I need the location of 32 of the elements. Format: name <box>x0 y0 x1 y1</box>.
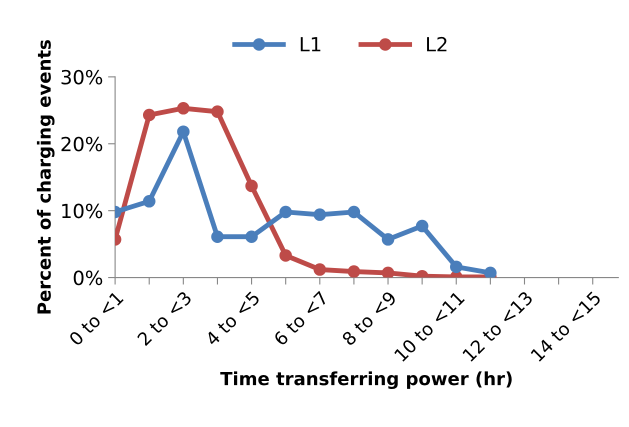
y-tick-label: 30% <box>62 70 102 85</box>
point <box>279 206 292 218</box>
point <box>142 195 156 208</box>
point <box>245 180 258 192</box>
point <box>177 102 190 115</box>
x-tick-label: 4 to <5 <box>204 290 260 346</box>
point <box>279 249 292 262</box>
point <box>211 230 224 243</box>
point <box>382 233 394 246</box>
y-axis-title: Percent of charging events <box>36 40 55 314</box>
x-tick-label: 0 to <1 <box>68 290 124 346</box>
point <box>348 206 360 218</box>
point <box>314 263 326 276</box>
point <box>177 125 190 138</box>
point <box>245 230 258 243</box>
point <box>382 266 394 278</box>
point <box>314 208 326 221</box>
y-tick-label: 10% <box>62 204 102 218</box>
point <box>450 260 463 274</box>
point <box>484 266 497 278</box>
point <box>416 220 428 232</box>
x-tick-label: 6 to <7 <box>273 290 329 346</box>
point <box>142 108 156 122</box>
y-tick-label: 20% <box>62 136 102 152</box>
legend-label: L1 <box>300 37 320 52</box>
x-axis-title: Time transferring power (hr) <box>220 371 512 390</box>
x-tick-label: 8 to <9 <box>341 290 398 346</box>
legend-label: L2 <box>427 36 446 52</box>
y-tick-label: 0% <box>74 270 102 286</box>
point <box>348 265 360 278</box>
point <box>211 105 224 118</box>
x-tick-label: 2 to <3 <box>136 290 192 346</box>
